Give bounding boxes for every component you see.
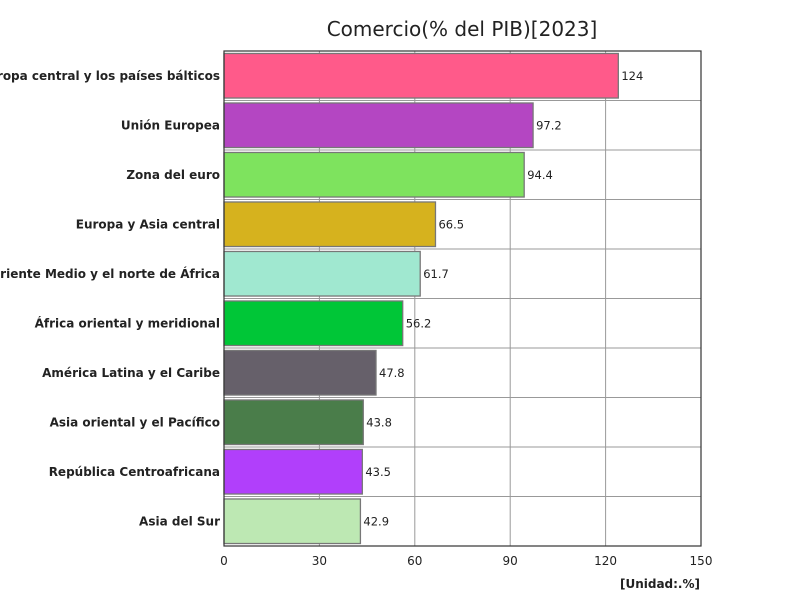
- bar: [223, 399, 364, 446]
- bar: [223, 349, 377, 396]
- category-label: Oriente Medio y el norte de África: [0, 266, 220, 281]
- bar: [223, 201, 437, 248]
- value-label: 56.2: [406, 316, 432, 330]
- x-tick-label: 150: [690, 554, 713, 568]
- value-label: 124: [621, 69, 643, 83]
- value-label: 43.8: [366, 415, 392, 429]
- chart-title: Comercio(% del PIB)[2023]: [327, 17, 598, 41]
- bar: [223, 52, 619, 99]
- value-label: 61.7: [423, 267, 449, 281]
- value-label: 42.9: [363, 514, 389, 528]
- category-label: República Centroafricana: [49, 465, 220, 479]
- bar: [223, 300, 404, 347]
- category-label: África oriental y meridional: [35, 315, 220, 330]
- value-label: 47.8: [379, 366, 405, 380]
- category-label: América Latina y el Caribe: [42, 366, 220, 380]
- category-label: Unión Europea: [121, 118, 220, 132]
- category-label: Europa y Asia central: [76, 217, 220, 231]
- category-label: Europa central y los países bálticos: [0, 69, 220, 83]
- bar: [223, 250, 421, 297]
- x-tick-label: 60: [407, 554, 422, 568]
- category-label: Asia oriental y el Pacífico: [50, 415, 220, 429]
- value-label: 43.5: [365, 465, 391, 479]
- bar: [223, 498, 362, 545]
- x-tick-label: 30: [312, 554, 327, 568]
- value-label: 66.5: [438, 217, 464, 231]
- bars-layer: [223, 52, 619, 545]
- value-label: 97.2: [536, 118, 562, 132]
- plot-frame: [223, 50, 702, 547]
- unit-label: [Unidad:.%]: [620, 577, 700, 591]
- category-label: Asia del Sur: [139, 514, 220, 528]
- x-tick-label: 0: [220, 554, 228, 568]
- bar: [223, 102, 534, 149]
- bar: [223, 151, 525, 198]
- value-label: 94.4: [527, 168, 553, 182]
- bar: [223, 448, 363, 495]
- x-tick-label: 90: [503, 554, 518, 568]
- labels-layer: 0 30 60 90 120 150 Europa central y los países…: [0, 69, 712, 568]
- category-label: Zona del euro: [126, 168, 220, 182]
- x-tick-label: 120: [594, 554, 617, 568]
